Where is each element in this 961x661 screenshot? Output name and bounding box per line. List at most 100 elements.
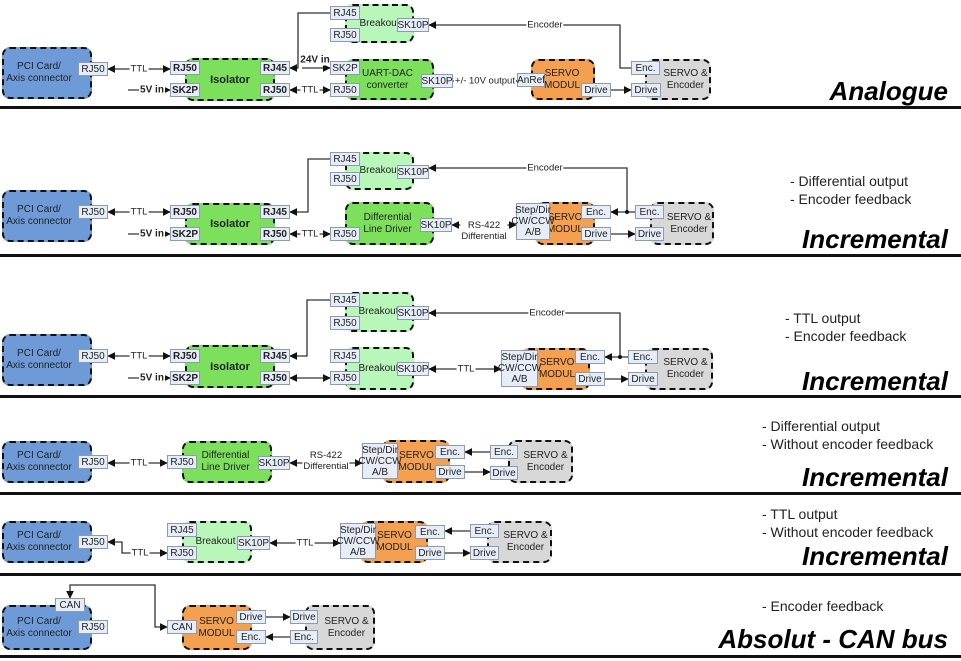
section-divider: [0, 492, 961, 495]
connection-line: [289, 158, 330, 216]
block-servo-encoder: SERVO & Encoder: [508, 440, 573, 483]
signal-label: RS-422 Differential: [302, 450, 350, 472]
port-enc: Enc.: [628, 350, 658, 364]
section-divider: [0, 106, 961, 109]
signal-label: TTL: [129, 206, 149, 218]
note-item: - Encoder feedback: [762, 598, 884, 614]
port-can: CAN: [167, 620, 197, 634]
signal-label: RS-422 Differential: [460, 220, 508, 242]
port-rj45: RJ45: [330, 349, 360, 363]
port-enc: Enc.: [415, 525, 445, 539]
port-enc: Enc.: [490, 445, 518, 459]
port-rj50: RJ50: [78, 62, 108, 76]
signal-label: Encoder: [526, 19, 564, 31]
junction-dot: [625, 210, 629, 214]
port-rj50: RJ50: [78, 620, 108, 634]
port-sk10p: SK10P: [258, 456, 290, 470]
note-item: - Without encoder feedback: [762, 524, 934, 540]
signal-label: Encoder: [528, 307, 566, 319]
port-drive: Drive: [631, 83, 661, 97]
port-rj45: RJ45: [260, 61, 290, 75]
port-rj45: RJ45: [260, 349, 290, 363]
port-rj50: RJ50: [78, 349, 108, 363]
port-sk10p: SK10P: [397, 306, 429, 320]
connection-line: [428, 309, 621, 357]
port-rj45: RJ45: [330, 6, 360, 20]
port-rj50: RJ50: [260, 227, 290, 241]
port-rj50: RJ50: [170, 61, 200, 75]
section-notes: - TTL output - Encoder feedback: [785, 309, 906, 345]
note-item: - TTL output: [785, 310, 861, 326]
port-enc: Enc.: [470, 524, 499, 538]
port-sk10p: SK10P: [397, 362, 429, 376]
port-drive: Drive: [470, 546, 499, 560]
port-sk10p: SK10P: [421, 74, 453, 88]
port-rj50: RJ50: [260, 83, 290, 97]
signal-label: 5V in: [139, 228, 165, 240]
port-rj50: RJ50: [78, 205, 108, 219]
signal-label: TTL: [295, 537, 315, 549]
port-enc: Enc.: [290, 630, 318, 644]
port-sk10p: SK10P: [397, 165, 429, 179]
note-item: - Differential output: [762, 418, 881, 434]
block-servo-encoder: SERVO & Encoder: [487, 521, 552, 563]
junction-dot: [618, 355, 622, 359]
port-rj50: RJ50: [78, 455, 108, 469]
port-sk2p: SK2P: [330, 61, 360, 75]
section-divider: [0, 254, 961, 257]
block-pci-card-axis-connector: PCI Card/ Axis connector: [2, 47, 92, 99]
port-drive: Drive: [581, 83, 611, 97]
port-sk2p: SK2P: [170, 371, 200, 385]
port-enc: Enc.: [435, 445, 465, 459]
section-title: Incremental: [802, 462, 948, 492]
signal-label: TTL: [129, 457, 149, 469]
section-notes: - Differential output - Without encoder f…: [762, 417, 933, 453]
signal-label: Encoder: [526, 162, 564, 174]
port-rj50: RJ50: [330, 83, 360, 97]
port-can: CAN: [55, 598, 85, 612]
signal-label: TTL: [130, 547, 150, 559]
block-differential-line-driver: Differential Line Driver: [182, 441, 272, 483]
port-enc: Enc.: [631, 61, 660, 75]
signal-label: 5V in: [139, 84, 165, 96]
port-step-dir-cw-ccw-a-b: Step/Dir CW/CCW A/B: [358, 443, 402, 479]
signal-label: +/- 10V output: [454, 75, 516, 87]
port-sk2p: SK2P: [170, 227, 200, 241]
port-step-dir-cw-ccw-a-b: Step/Dir CW/CCW A/B: [497, 350, 542, 387]
connection-line: [428, 164, 628, 212]
section-title: Incremental: [802, 224, 948, 254]
signal-label: TTL: [129, 63, 149, 75]
port-rj50: RJ50: [330, 28, 360, 42]
port-sk10p: SK10P: [237, 536, 270, 550]
port-drive: Drive: [581, 227, 611, 241]
port-rj50: RJ50: [330, 371, 360, 385]
port-rj50: RJ50: [167, 546, 197, 560]
signal-label: TTL: [456, 363, 476, 375]
port-rj45: RJ45: [260, 205, 290, 219]
section-title: Incremental: [802, 541, 948, 571]
note-item: - Encoder feedback: [785, 328, 907, 344]
port-drive: Drive: [490, 466, 518, 480]
signal-label: 5V in: [139, 372, 165, 384]
port-drive: Drive: [290, 610, 318, 624]
port-drive: Drive: [628, 372, 658, 386]
port-sk10p: SK10P: [420, 218, 452, 232]
note-item: - TTL output: [762, 506, 838, 522]
port-drive: Drive: [435, 465, 465, 479]
port-step-dir-cw-ccw-a-b: Step/Dir CW/CCW A/B: [511, 203, 555, 240]
section-title: Analogue: [829, 76, 948, 106]
port-rj45: RJ45: [330, 293, 360, 307]
port-rj50: RJ50: [330, 227, 360, 241]
section-divider: [0, 655, 961, 658]
signal-label: TTL: [300, 84, 320, 96]
block-pci-card-axis-connector: PCI Card/ Axis connector: [2, 334, 92, 386]
note-item: - Encoder feedback: [790, 191, 912, 207]
connection-line: [428, 21, 631, 69]
block-pci-card-axis-connector: PCI Card/ Axis connector: [2, 190, 92, 242]
port-drive: Drive: [415, 546, 445, 560]
section-title: Absolut - CAN bus: [718, 624, 948, 654]
port-drive: Drive: [635, 227, 664, 241]
port-drive: Drive: [236, 610, 266, 624]
port-drive: Drive: [575, 372, 605, 386]
